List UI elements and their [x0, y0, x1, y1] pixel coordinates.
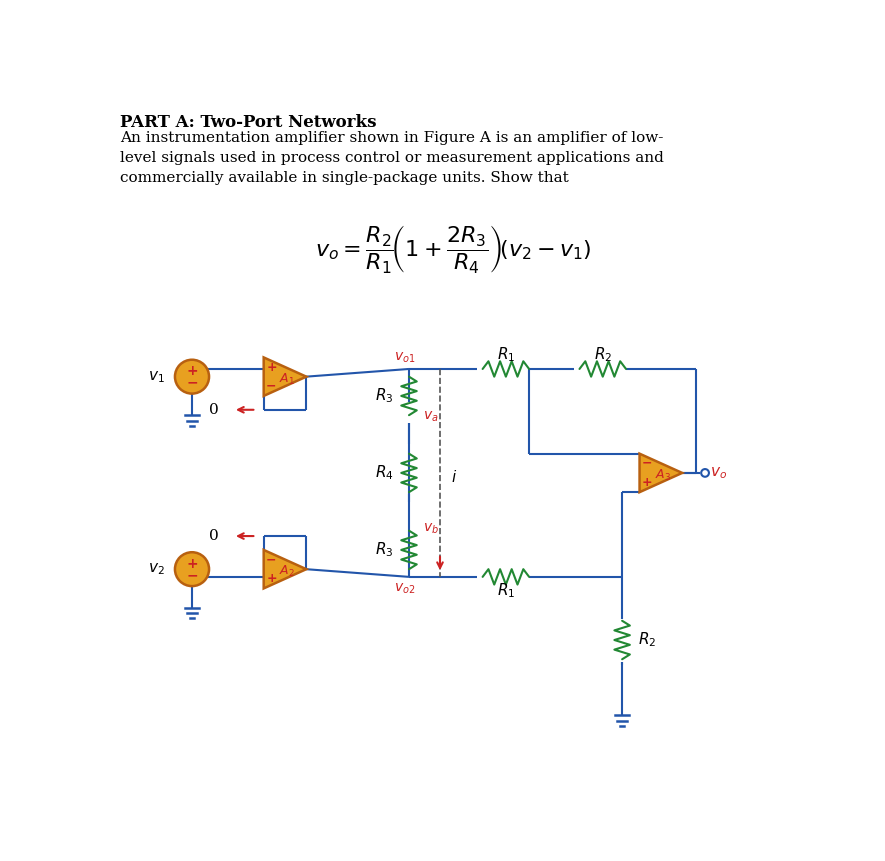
- Text: $v_o$: $v_o$: [711, 465, 727, 480]
- Text: $R_2$: $R_2$: [637, 630, 656, 649]
- Text: $v_b$: $v_b$: [423, 522, 439, 536]
- Text: $A_3$: $A_3$: [655, 468, 671, 483]
- Text: −: −: [186, 568, 198, 582]
- Text: $v_a$: $v_a$: [423, 410, 438, 424]
- Text: $R_2$: $R_2$: [594, 346, 612, 364]
- Text: −: −: [266, 380, 277, 393]
- Text: commercially available in single-package units. Show that: commercially available in single-package…: [120, 171, 569, 185]
- Text: −: −: [266, 553, 277, 566]
- Text: $R_3$: $R_3$: [375, 541, 394, 560]
- Text: $v_1$: $v_1$: [148, 369, 165, 385]
- Text: $v_{o1}$: $v_{o1}$: [395, 350, 416, 364]
- Circle shape: [701, 469, 709, 477]
- Text: 0: 0: [209, 403, 219, 417]
- Text: +: +: [186, 364, 198, 378]
- Text: −: −: [186, 376, 198, 390]
- Text: $R_1$: $R_1$: [496, 346, 515, 364]
- Text: An instrumentation amplifier shown in Figure A is an amplifier of low-: An instrumentation amplifier shown in Fi…: [120, 131, 663, 145]
- Polygon shape: [264, 550, 306, 588]
- Text: 0: 0: [209, 529, 219, 543]
- Circle shape: [175, 360, 209, 393]
- Text: +: +: [266, 361, 277, 374]
- Text: $R_4$: $R_4$: [374, 463, 394, 482]
- Text: PART A: Two-Port Networks: PART A: Two-Port Networks: [120, 115, 376, 131]
- Text: $R_1$: $R_1$: [496, 581, 515, 600]
- Text: −: −: [642, 457, 652, 470]
- Text: $v_{o2}$: $v_{o2}$: [395, 581, 416, 596]
- Text: +: +: [642, 476, 652, 489]
- Text: $v_2$: $v_2$: [148, 561, 165, 577]
- Text: level signals used in process control or measurement applications and: level signals used in process control or…: [120, 151, 664, 165]
- Circle shape: [175, 552, 209, 586]
- Text: $i$: $i$: [450, 468, 457, 485]
- Text: $A_2$: $A_2$: [280, 564, 296, 579]
- Text: $v_o = \dfrac{R_2}{R_1}\!\left(1 + \dfrac{2R_3}{R_4}\right)\!(v_2 - v_1)$: $v_o = \dfrac{R_2}{R_1}\!\left(1 + \dfra…: [315, 223, 591, 275]
- Polygon shape: [264, 357, 306, 396]
- Text: +: +: [266, 573, 277, 585]
- Polygon shape: [640, 454, 682, 492]
- Text: $R_3$: $R_3$: [375, 387, 394, 406]
- Text: +: +: [186, 557, 198, 571]
- Text: $A_1$: $A_1$: [280, 371, 296, 387]
